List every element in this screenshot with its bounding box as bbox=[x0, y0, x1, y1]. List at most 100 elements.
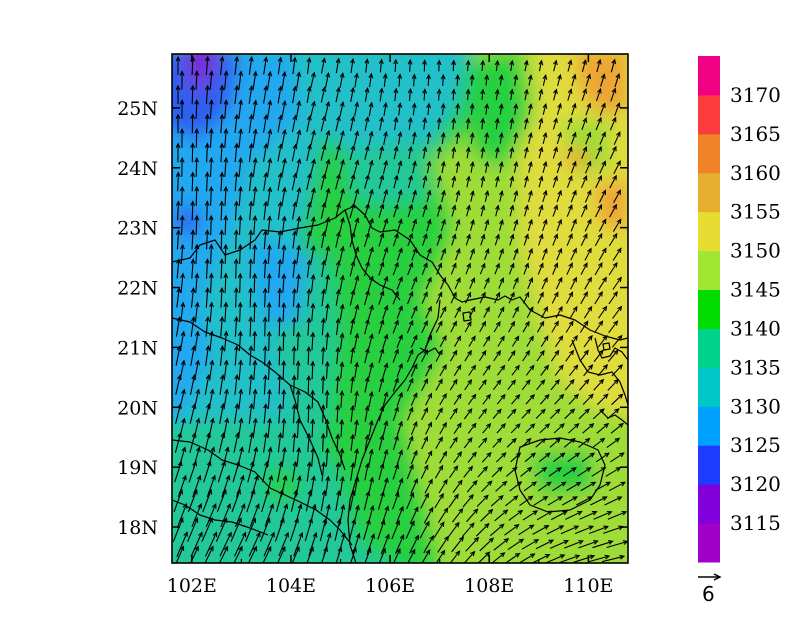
wind-vector-head bbox=[578, 539, 584, 545]
wind-vector-head bbox=[369, 275, 374, 282]
wind-vector bbox=[528, 75, 532, 86]
wind-vector bbox=[585, 132, 591, 145]
wind-vector-head bbox=[603, 393, 609, 399]
wind-vector bbox=[278, 532, 289, 557]
wind-vector-head bbox=[379, 318, 385, 325]
wind-vector bbox=[234, 86, 238, 104]
wind-vector bbox=[523, 234, 529, 246]
wind-vector-head bbox=[495, 291, 501, 298]
wind-vector bbox=[507, 538, 524, 551]
wind-vector-head bbox=[516, 481, 523, 487]
wind-vector-head bbox=[190, 171, 196, 178]
wind-vector bbox=[349, 203, 355, 219]
wind-vector-head bbox=[350, 144, 356, 151]
wind-vector bbox=[553, 423, 565, 434]
wind-vector-head bbox=[175, 84, 181, 91]
wind-vector-head bbox=[538, 175, 544, 182]
wind-vector-head bbox=[208, 272, 214, 279]
wind-vector-head bbox=[523, 146, 529, 153]
wind-vector-head bbox=[601, 247, 607, 254]
wind-vector-head bbox=[267, 128, 273, 135]
wind-vector bbox=[220, 85, 223, 105]
wind-vector bbox=[470, 162, 474, 173]
wind-vector-head bbox=[572, 276, 577, 283]
wind-vector bbox=[187, 518, 198, 542]
wind-vector bbox=[470, 191, 474, 202]
wind-vector-head bbox=[422, 203, 428, 210]
wind-vector-head bbox=[598, 378, 605, 385]
wind-vector bbox=[606, 437, 620, 449]
wind-vector bbox=[252, 129, 257, 148]
wind-vector bbox=[468, 307, 476, 318]
wind-vector bbox=[277, 86, 282, 104]
wind-vector-head bbox=[340, 187, 345, 194]
wind-vector-head bbox=[513, 495, 519, 501]
wind-vector bbox=[553, 89, 557, 101]
wind-vector bbox=[195, 215, 198, 236]
wind-vector-head bbox=[239, 474, 245, 481]
wind-vector bbox=[397, 132, 402, 145]
wind-vector-head bbox=[292, 201, 298, 207]
wind-vector-head bbox=[557, 160, 562, 167]
wind-vector bbox=[367, 505, 374, 526]
wind-vector-head bbox=[485, 364, 491, 371]
wind-vector-head bbox=[497, 466, 503, 472]
wind-vector-head bbox=[523, 59, 529, 66]
wind-vector bbox=[592, 408, 605, 420]
wind-vector-head bbox=[238, 417, 244, 424]
wind-vector bbox=[264, 288, 266, 308]
wind-vector-head bbox=[494, 146, 500, 153]
wind-vector bbox=[566, 481, 581, 492]
wind-vector bbox=[322, 376, 324, 394]
wind-vector bbox=[580, 481, 596, 492]
wind-vector-head bbox=[383, 333, 389, 340]
wind-vector bbox=[538, 452, 551, 463]
wind-vector bbox=[535, 409, 546, 419]
wind-vector-head bbox=[325, 245, 331, 252]
wind-vector bbox=[611, 393, 623, 406]
wind-vector-head bbox=[452, 291, 457, 298]
wind-vector-head bbox=[480, 204, 486, 211]
wind-vector-head bbox=[210, 446, 216, 452]
wind-vector-head bbox=[190, 316, 196, 322]
wind-vector bbox=[421, 263, 428, 275]
wind-vector-head bbox=[354, 476, 360, 482]
wind-vector-head bbox=[383, 304, 389, 311]
wind-vector bbox=[465, 234, 471, 246]
wind-vector-head bbox=[237, 301, 243, 308]
wind-vector bbox=[249, 259, 252, 279]
wind-vector bbox=[613, 132, 621, 145]
wind-vector-head bbox=[588, 525, 595, 531]
wind-vector-head bbox=[320, 404, 326, 410]
wind-vector bbox=[292, 433, 296, 453]
wind-vector-head bbox=[382, 72, 388, 79]
wind-vector-head bbox=[543, 276, 548, 283]
wind-vector-head bbox=[398, 477, 404, 484]
wind-vector bbox=[306, 144, 311, 162]
wind-vector bbox=[495, 60, 499, 72]
wind-vector-head bbox=[383, 477, 389, 483]
wind-vector-head bbox=[524, 291, 530, 298]
wind-vector-head bbox=[546, 481, 552, 487]
wind-vector bbox=[383, 103, 387, 116]
wind-vector bbox=[179, 331, 185, 352]
wind-vector bbox=[466, 176, 470, 188]
wind-vector-head bbox=[379, 405, 385, 412]
wind-vector bbox=[439, 306, 447, 319]
wind-vector-head bbox=[412, 421, 418, 427]
wind-vector bbox=[306, 260, 311, 278]
wind-vector-head bbox=[559, 452, 566, 458]
wind-vector bbox=[566, 176, 573, 188]
wind-vector-head bbox=[456, 422, 462, 428]
wind-vector bbox=[189, 404, 196, 424]
wind-vector bbox=[584, 219, 592, 232]
wind-vector bbox=[363, 491, 370, 511]
wind-vector bbox=[613, 190, 621, 203]
wind-vector-head bbox=[237, 517, 242, 523]
wind-vector bbox=[582, 394, 594, 405]
wind-vector bbox=[406, 464, 414, 480]
wind-vector bbox=[337, 533, 346, 556]
wind-vector-head bbox=[383, 130, 388, 137]
wind-vector-head bbox=[408, 377, 414, 384]
wind-vector-head bbox=[277, 172, 283, 178]
